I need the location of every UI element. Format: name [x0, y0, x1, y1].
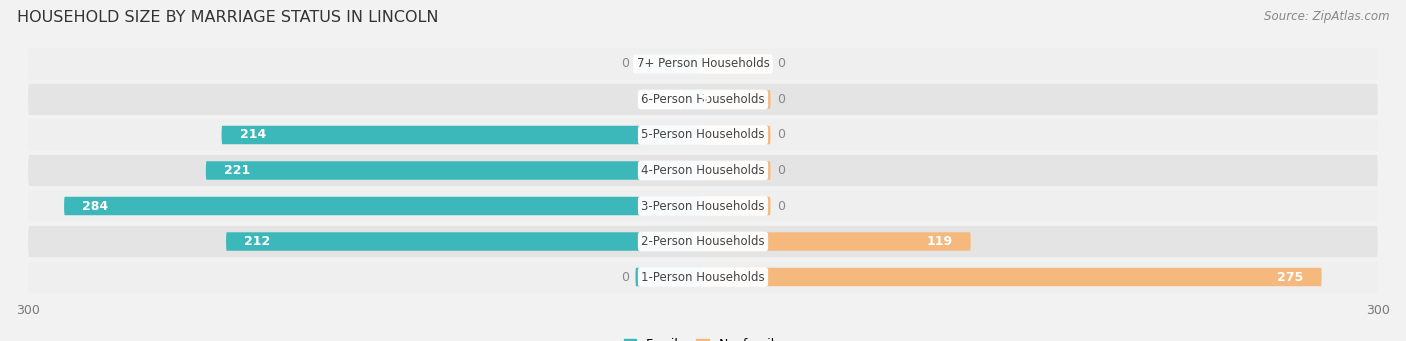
Text: 9: 9	[700, 93, 710, 106]
Text: 4-Person Households: 4-Person Households	[641, 164, 765, 177]
FancyBboxPatch shape	[703, 232, 970, 251]
FancyBboxPatch shape	[65, 197, 703, 215]
FancyBboxPatch shape	[205, 161, 703, 180]
Text: 212: 212	[245, 235, 270, 248]
Text: 0: 0	[778, 129, 785, 142]
Text: 0: 0	[778, 164, 785, 177]
FancyBboxPatch shape	[703, 268, 1322, 286]
FancyBboxPatch shape	[703, 126, 770, 144]
FancyBboxPatch shape	[703, 90, 770, 109]
FancyBboxPatch shape	[28, 119, 1378, 151]
Text: 1-Person Households: 1-Person Households	[641, 270, 765, 283]
FancyBboxPatch shape	[28, 155, 1378, 186]
Text: Source: ZipAtlas.com: Source: ZipAtlas.com	[1264, 10, 1389, 23]
Text: 5-Person Households: 5-Person Households	[641, 129, 765, 142]
Text: 3-Person Households: 3-Person Households	[641, 199, 765, 212]
Legend: Family, Nonfamily: Family, Nonfamily	[624, 338, 782, 341]
FancyBboxPatch shape	[226, 232, 703, 251]
FancyBboxPatch shape	[28, 262, 1378, 293]
Text: 7+ Person Households: 7+ Person Households	[637, 58, 769, 71]
FancyBboxPatch shape	[703, 55, 770, 73]
Text: 6-Person Households: 6-Person Households	[641, 93, 765, 106]
Text: 214: 214	[239, 129, 266, 142]
Text: 221: 221	[224, 164, 250, 177]
FancyBboxPatch shape	[28, 190, 1378, 222]
FancyBboxPatch shape	[28, 226, 1378, 257]
FancyBboxPatch shape	[703, 161, 770, 180]
Text: 0: 0	[621, 58, 628, 71]
Text: 284: 284	[82, 199, 108, 212]
Text: 275: 275	[1278, 270, 1303, 283]
FancyBboxPatch shape	[703, 197, 770, 215]
Text: 0: 0	[778, 58, 785, 71]
FancyBboxPatch shape	[28, 48, 1378, 79]
FancyBboxPatch shape	[683, 90, 703, 109]
Text: HOUSEHOLD SIZE BY MARRIAGE STATUS IN LINCOLN: HOUSEHOLD SIZE BY MARRIAGE STATUS IN LIN…	[17, 10, 439, 25]
FancyBboxPatch shape	[222, 126, 703, 144]
Text: 0: 0	[621, 270, 628, 283]
FancyBboxPatch shape	[636, 268, 703, 286]
Text: 0: 0	[778, 199, 785, 212]
Text: 2-Person Households: 2-Person Households	[641, 235, 765, 248]
FancyBboxPatch shape	[636, 55, 703, 73]
Text: 0: 0	[778, 93, 785, 106]
FancyBboxPatch shape	[28, 84, 1378, 115]
Text: 119: 119	[927, 235, 953, 248]
